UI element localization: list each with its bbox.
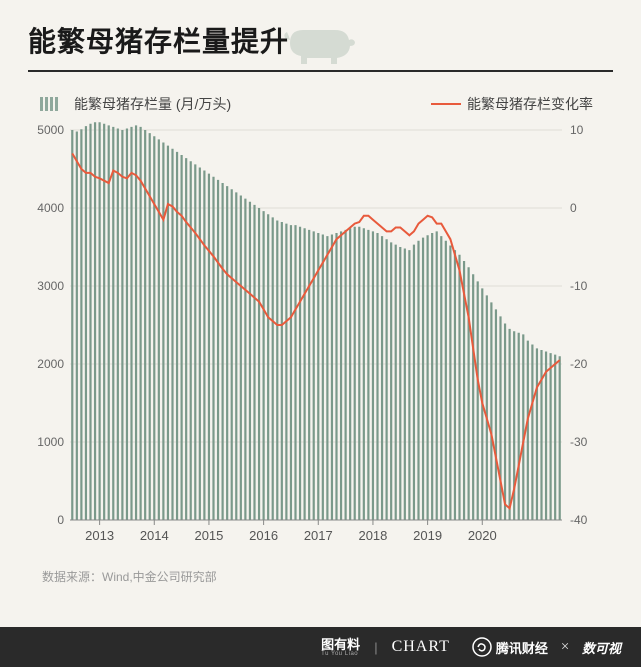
svg-text:3000: 3000: [37, 279, 64, 293]
footer-brand-chart: CHART: [392, 638, 450, 656]
title-bar: 能繁母猪存栏量提升: [0, 0, 641, 80]
footer-sep: |: [374, 640, 377, 655]
footer: 图有料 Tu You Liao | CHART 腾讯财经 × 数可视: [0, 627, 641, 667]
title-underline: [28, 70, 613, 72]
svg-text:2016: 2016: [249, 528, 278, 543]
data-source: 数据来源：Wind,中金公司研究部: [0, 568, 641, 585]
svg-text:-40: -40: [570, 513, 588, 527]
chart-container: 能繁母猪存栏量提升 能繁母猪存栏量 (月/万头) 能繁母猪存栏变化率 01000…: [0, 0, 641, 667]
legend: 能繁母猪存栏量 (月/万头) 能繁母猪存栏变化率: [0, 80, 641, 120]
footer-brand-tencent: 腾讯财经: [472, 637, 548, 657]
svg-text:1000: 1000: [37, 435, 64, 449]
pig-icon: [275, 18, 365, 68]
svg-text:-10: -10: [570, 279, 588, 293]
svg-text:2013: 2013: [85, 528, 114, 543]
legend-line-label: 能繁母猪存栏变化率: [467, 94, 593, 114]
svg-text:-30: -30: [570, 435, 588, 449]
svg-text:2000: 2000: [37, 357, 64, 371]
svg-text:2017: 2017: [304, 528, 333, 543]
svg-text:10: 10: [570, 123, 584, 137]
svg-text:2019: 2019: [413, 528, 442, 543]
svg-text:0: 0: [57, 513, 64, 527]
footer-brand-tuyouliao: 图有料 Tu You Liao: [321, 638, 360, 657]
tencent-logo-icon: [472, 637, 492, 657]
svg-text:0: 0: [570, 201, 577, 215]
footer-brand-shushi: 数可视: [582, 638, 621, 657]
chart-area: 0 1000 2000 3000 4000 5000 -40 -30 -20 -10 0 10 2013…: [20, 120, 610, 560]
legend-line: 能繁母猪存栏变化率: [431, 94, 593, 114]
legend-line-swatch: [431, 103, 461, 105]
svg-text:2020: 2020: [468, 528, 497, 543]
legend-bar-swatch: [40, 97, 68, 111]
footer-x: ×: [560, 639, 570, 656]
legend-bar: 能繁母猪存栏量 (月/万头): [40, 94, 231, 114]
svg-text:2015: 2015: [194, 528, 223, 543]
svg-text:2018: 2018: [358, 528, 387, 543]
chart-svg: 0 1000 2000 3000 4000 5000 -40 -30 -20 -10 0 10 2013…: [20, 120, 610, 560]
svg-text:4000: 4000: [37, 201, 64, 215]
svg-text:2014: 2014: [140, 528, 169, 543]
svg-text:-20: -20: [570, 357, 588, 371]
legend-bar-label: 能繁母猪存栏量 (月/万头): [74, 94, 231, 114]
svg-text:5000: 5000: [37, 123, 64, 137]
